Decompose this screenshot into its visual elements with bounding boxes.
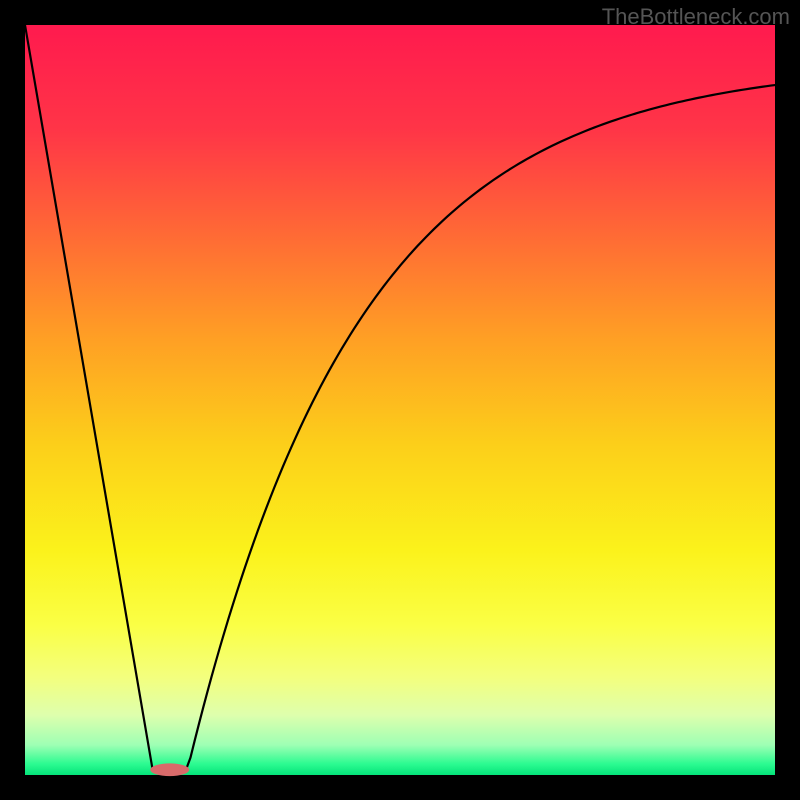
bottleneck-chart: TheBottleneck.com: [0, 0, 800, 800]
chart-svg: TheBottleneck.com: [0, 0, 800, 800]
chart-background: [25, 25, 775, 775]
valley-marker: [150, 763, 189, 776]
attribution-text: TheBottleneck.com: [602, 4, 790, 29]
